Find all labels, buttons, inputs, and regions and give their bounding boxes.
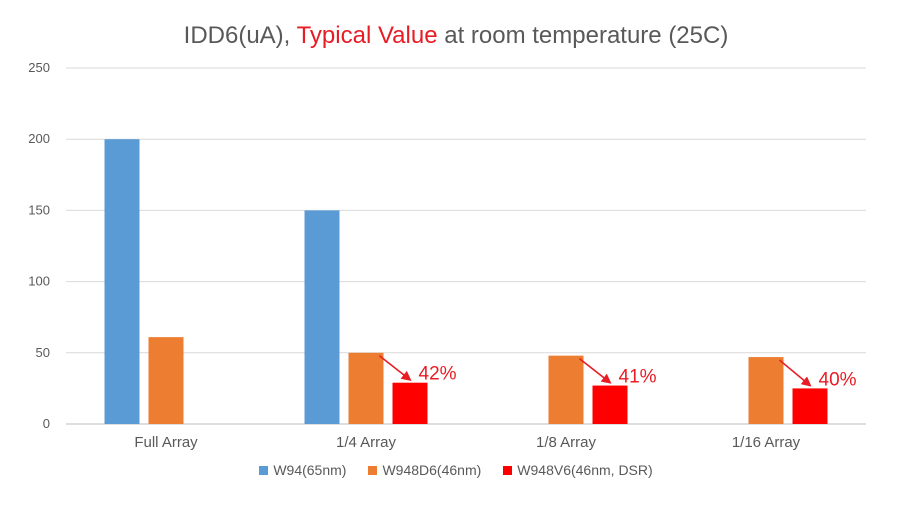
x-tick-label: 1/4 Array bbox=[336, 434, 397, 451]
annotation-arrow bbox=[579, 358, 612, 384]
legend-swatch bbox=[259, 465, 269, 475]
annotation-label: 42% bbox=[419, 364, 457, 385]
annotation-arrow bbox=[379, 355, 412, 381]
chart-title: IDD6(uA), Typical Value at room temperat… bbox=[0, 22, 912, 50]
bar bbox=[148, 337, 184, 424]
gridlines bbox=[66, 67, 866, 425]
legend-item: W948D6(46nm) bbox=[368, 462, 481, 478]
legend-item: W94(65nm) bbox=[259, 462, 346, 478]
y-tick-label: 100 bbox=[28, 274, 50, 289]
x-tick-label: Full Array bbox=[134, 434, 198, 451]
legend-item: W948V6(46nm, DSR) bbox=[503, 462, 653, 478]
x-tick-label: 1/16 Array bbox=[732, 434, 801, 451]
bar bbox=[348, 352, 384, 424]
legend-label: W94(65nm) bbox=[273, 462, 347, 478]
bar bbox=[792, 388, 828, 424]
legend-swatch bbox=[503, 465, 513, 475]
x-tick-label: 1/8 Array bbox=[536, 434, 597, 451]
bar bbox=[304, 210, 340, 424]
bar bbox=[592, 385, 628, 424]
annotation-label: 41% bbox=[619, 367, 657, 388]
y-tick-label: 150 bbox=[28, 202, 50, 217]
y-tick-label: 0 bbox=[43, 416, 50, 431]
bar bbox=[104, 139, 140, 424]
legend-swatch bbox=[368, 465, 378, 475]
bar bbox=[392, 382, 428, 424]
y-tick-label: 50 bbox=[36, 345, 50, 360]
bar bbox=[748, 357, 784, 424]
annotation-label: 40% bbox=[819, 369, 857, 390]
x-axis: Full Array 1/4 Array 1/8 Array 1/16 Array bbox=[134, 434, 800, 451]
y-tick-label: 200 bbox=[28, 131, 50, 146]
annotations: 42% 41% 40% bbox=[379, 355, 857, 390]
annotation-arrow bbox=[778, 359, 812, 387]
chart-title-highlight: Typical Value bbox=[296, 22, 438, 49]
legend: W94(65nm) W948D6(46nm) W948V6(46nm, DSR) bbox=[0, 462, 912, 478]
chart-title-part-1: IDD6(uA), bbox=[183, 22, 297, 49]
legend-label: W948V6(46nm, DSR) bbox=[517, 462, 653, 478]
legend-label: W948D6(46nm) bbox=[382, 462, 482, 478]
y-tick-label: 250 bbox=[28, 60, 50, 75]
chart-title-part-2: at room temperature (25C) bbox=[437, 22, 729, 49]
bars bbox=[104, 139, 828, 424]
y-axis: 0 50 100 150 200 250 bbox=[28, 60, 50, 431]
bar bbox=[548, 355, 584, 424]
